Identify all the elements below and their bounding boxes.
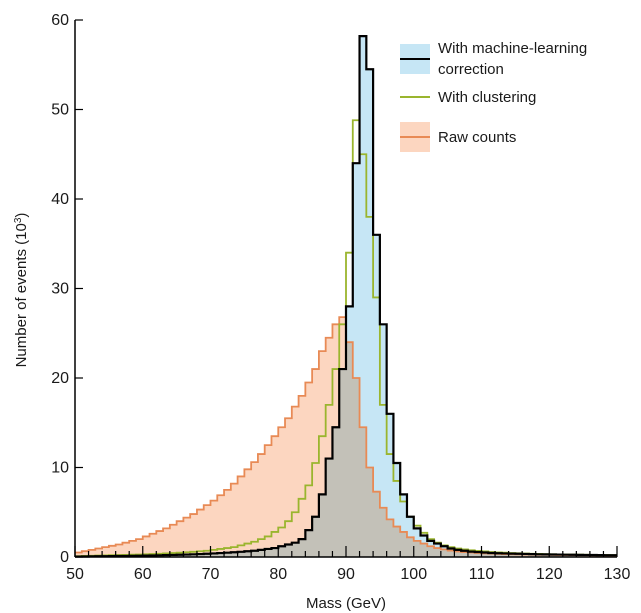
y-tick-label: 50 [51, 102, 69, 119]
legend: With machine-learning correction With cl… [400, 40, 587, 152]
y-axis-label-close: ) [13, 213, 30, 218]
legend-label-raw-counts: Raw counts [438, 129, 516, 146]
tick-marks [74, 19, 618, 558]
x-tick-label: 120 [536, 566, 563, 583]
y-tick-label: 40 [51, 191, 69, 208]
legend-item-ml-correction: With machine-learning correction [400, 40, 587, 78]
x-tick-label: 70 [202, 566, 220, 583]
y-tick-label: 60 [51, 12, 69, 29]
legend-label-ml-line2: correction [438, 61, 504, 78]
x-tick-label: 60 [134, 566, 152, 583]
x-axis-label: Mass (GeV) [306, 595, 386, 612]
y-tick-label: 30 [51, 281, 69, 298]
y-axis-label-main: Number of events (10 [13, 223, 30, 367]
y-tick-label: 20 [51, 370, 69, 387]
series-fill-ml-correction [75, 36, 617, 558]
x-tick-label: 50 [66, 566, 84, 583]
x-tick-label: 130 [604, 566, 631, 583]
x-tick-label: 100 [400, 566, 427, 583]
legend-label-ml-line1: With machine-learning [438, 40, 587, 57]
y-axis-label: Number of events (103) [13, 213, 31, 368]
y-tick-label: 10 [51, 460, 69, 477]
tick-labels: 50 60 70 80 90 100 110 120 130 0 10 20 30 40 50 60 [51, 12, 630, 583]
x-tick-label: 90 [337, 566, 355, 583]
y-axis-label-exponent: 3 [13, 217, 24, 223]
x-tick-label: 110 [469, 566, 495, 583]
x-tick-label: 80 [269, 566, 287, 583]
legend-item-clustering: With clustering [400, 89, 536, 106]
y-tick-label: 0 [60, 549, 69, 566]
series-fills [75, 36, 617, 558]
legend-label-clustering: With clustering [438, 89, 536, 106]
legend-item-raw-counts: Raw counts [400, 122, 516, 152]
